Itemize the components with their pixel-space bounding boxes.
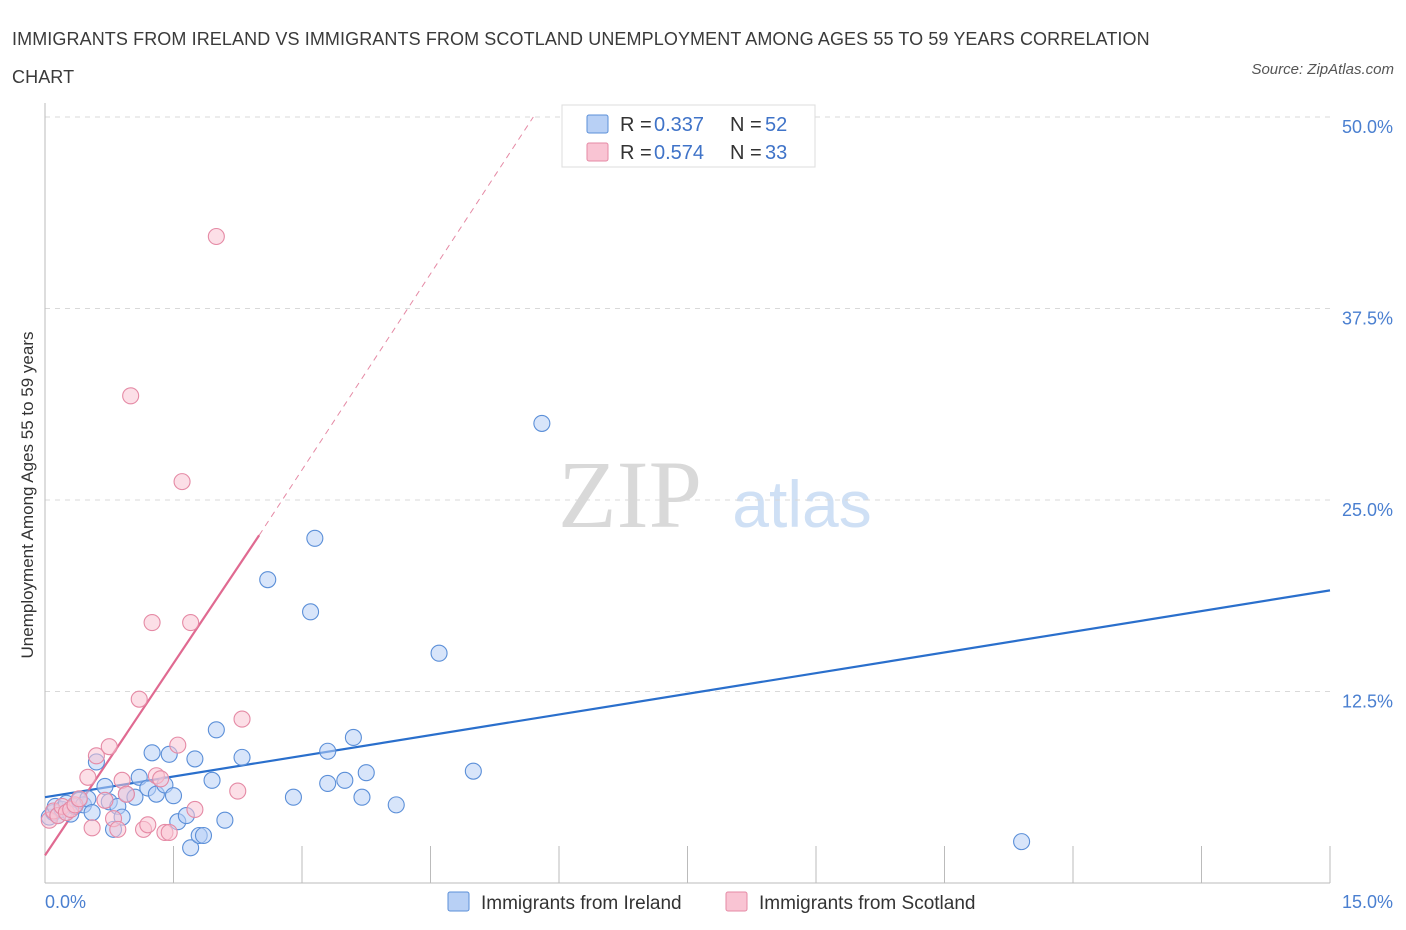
point-scotland-31 [186, 800, 204, 819]
series-legend-swatch-ireland [447, 891, 470, 912]
y-tick-label-0: 12.5% [1342, 692, 1393, 712]
point-ireland-38 [284, 788, 302, 806]
point-ireland-34 [207, 721, 225, 739]
point-scotland-26 [169, 736, 187, 754]
legend-n-label-scotland: N = [730, 142, 762, 164]
legend-n-value-ireland: 52 [765, 114, 787, 136]
legend-r-label-scotland: R = [620, 142, 652, 164]
point-ireland-37 [259, 571, 277, 589]
point-ireland-11 [83, 803, 101, 822]
point-ireland-43 [336, 771, 354, 789]
legend-n-label-ireland: N = [730, 114, 762, 136]
point-scotland-7 [70, 790, 88, 808]
point-scotland-9 [83, 819, 101, 837]
watermark-zip: ZIP [558, 441, 702, 548]
legend-swatch-scotland [586, 142, 609, 162]
point-ireland-40 [306, 529, 324, 547]
x-tick-label-1: 15.0% [1342, 892, 1393, 912]
point-scotland-10 [87, 747, 105, 765]
y-axis-title: Unemployment Among Ages 55 to 59 years [18, 332, 37, 659]
y-tick-labels: 12.5% 25.0% 37.5% 50.0% [1342, 117, 1393, 712]
chart-title: IMMIGRANTS FROM IRELAND VS IMMIGRANTS FR… [12, 29, 1150, 87]
point-ireland-45 [353, 788, 371, 806]
point-scotland-8 [79, 768, 97, 786]
x-tick-label-0: 0.0% [45, 892, 86, 912]
point-ireland-48 [430, 644, 448, 662]
y-tick-label-3: 50.0% [1342, 117, 1393, 137]
point-ireland-35 [216, 811, 234, 829]
series-legend-swatch-scotland [725, 891, 748, 912]
point-scotland-14 [109, 820, 127, 838]
point-scotland-23 [152, 770, 170, 788]
point-ireland-50 [533, 414, 551, 432]
point-ireland-29 [182, 839, 200, 857]
source-label: Source: ZipAtlas.com [1251, 61, 1394, 78]
point-ireland-47 [387, 796, 405, 814]
y-tick-label-2: 37.5% [1342, 309, 1393, 329]
series-legend-label-ireland: Immigrants from Ireland [481, 893, 682, 914]
trend-line-ireland [44, 589, 1331, 799]
point-ireland-46 [357, 764, 375, 782]
data-points [40, 227, 1031, 857]
legend-r-value-ireland: 0.337 [654, 114, 704, 136]
point-scotland-16 [117, 785, 135, 803]
point-ireland-36 [233, 748, 251, 766]
trend-line-scotland-extension [258, 116, 534, 536]
point-ireland-22 [143, 744, 161, 762]
point-scotland-20 [139, 816, 157, 834]
point-scotland-25 [160, 823, 178, 841]
point-scotland-32 [229, 782, 247, 800]
point-ireland-32 [194, 826, 213, 845]
legend-n-value-scotland: 33 [765, 142, 787, 164]
point-ireland-26 [164, 787, 183, 805]
point-scotland-28 [182, 614, 200, 632]
point-ireland-39 [302, 603, 320, 621]
point-scotland-11 [96, 791, 114, 809]
legend-r-label-ireland: R = [620, 114, 652, 136]
point-scotland-30 [233, 710, 251, 728]
legend-r-value-scotland: 0.574 [654, 142, 704, 164]
x-tick-labels: 0.0% 15.0% [45, 892, 1393, 912]
point-scotland-21 [143, 614, 161, 632]
point-scotland-17 [122, 387, 140, 405]
point-scotland-12 [100, 738, 118, 756]
stats-legend: R = 0.337 N = 52 R = 0.574 N = 33 [561, 104, 816, 168]
point-ireland-42 [319, 774, 337, 792]
watermark-atlas: atlas [732, 467, 871, 541]
point-ireland-33 [203, 771, 221, 789]
point-scotland-27 [173, 473, 191, 491]
point-ireland-30 [186, 750, 204, 768]
series-legend-label-scotland: Immigrants from Scotland [759, 893, 975, 914]
series-legend: Immigrants from Ireland Immigrants from … [447, 891, 975, 914]
grid-lines [45, 116, 1330, 692]
point-ireland-51 [1013, 833, 1031, 851]
point-scotland-18 [130, 690, 148, 708]
y-tick-label-1: 25.0% [1342, 500, 1393, 520]
point-scotland-29 [207, 227, 225, 246]
axes [44, 103, 1331, 884]
point-ireland-44 [344, 728, 362, 747]
point-ireland-41 [319, 742, 337, 760]
point-ireland-49 [464, 762, 482, 780]
legend-swatch-ireland [586, 114, 609, 134]
